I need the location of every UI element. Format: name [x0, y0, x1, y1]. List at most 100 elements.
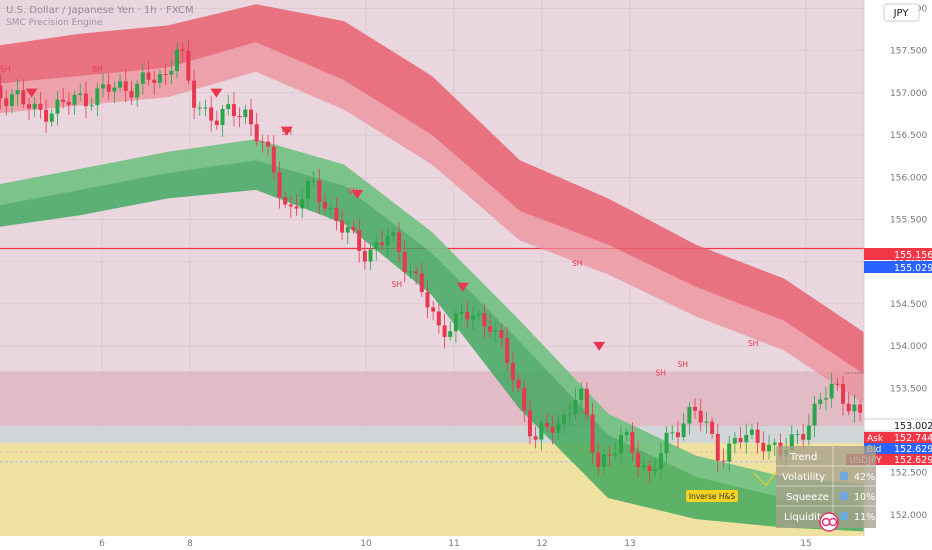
- candle-body[interactable]: [351, 227, 356, 231]
- candle-body[interactable]: [493, 330, 498, 332]
- candle-body[interactable]: [693, 406, 698, 411]
- candle-body[interactable]: [288, 204, 293, 207]
- price-tick-label[interactable]: 155.500: [890, 215, 927, 225]
- candle-body[interactable]: [533, 436, 538, 440]
- price-tick-label[interactable]: 156.000: [890, 173, 927, 183]
- candle-body[interactable]: [573, 400, 578, 414]
- candle-body[interactable]: [738, 438, 743, 443]
- candle-body[interactable]: [385, 235, 390, 246]
- candle-body[interactable]: [852, 404, 857, 412]
- candle-body[interactable]: [789, 434, 794, 450]
- price-tick-label[interactable]: 152.500: [890, 469, 927, 479]
- candle-body[interactable]: [823, 398, 828, 400]
- candle-body[interactable]: [283, 197, 288, 205]
- candle-body[interactable]: [0, 85, 3, 99]
- candle-body[interactable]: [32, 103, 37, 109]
- candle-body[interactable]: [658, 453, 663, 470]
- candle-body[interactable]: [38, 103, 43, 110]
- candle-body[interactable]: [471, 315, 476, 320]
- candle-body[interactable]: [169, 70, 174, 75]
- candle-body[interactable]: [812, 403, 817, 426]
- candle-body[interactable]: [334, 207, 339, 221]
- candle-body[interactable]: [49, 113, 54, 122]
- candle-body[interactable]: [698, 410, 703, 423]
- candle-body[interactable]: [266, 141, 271, 147]
- candle-body[interactable]: [157, 74, 162, 83]
- candle-body[interactable]: [539, 423, 544, 440]
- candle-body[interactable]: [152, 79, 157, 83]
- candle-body[interactable]: [21, 90, 26, 105]
- time-tick-label[interactable]: 13: [624, 539, 635, 549]
- candle-body[interactable]: [675, 432, 680, 438]
- candle-body[interactable]: [744, 434, 749, 443]
- candle-body[interactable]: [596, 452, 601, 468]
- candle-body[interactable]: [721, 460, 726, 462]
- candle-body[interactable]: [431, 307, 436, 312]
- candle-body[interactable]: [55, 99, 60, 114]
- candle-body[interactable]: [197, 107, 202, 109]
- candle-body[interactable]: [579, 388, 584, 401]
- candle-body[interactable]: [710, 421, 715, 434]
- candle-body[interactable]: [453, 313, 458, 332]
- candle-body[interactable]: [846, 403, 851, 412]
- candle-body[interactable]: [818, 399, 823, 404]
- candle-body[interactable]: [254, 124, 259, 142]
- candle-body[interactable]: [448, 331, 453, 337]
- candle-body[interactable]: [670, 432, 675, 434]
- candle-body[interactable]: [488, 326, 493, 332]
- candle-body[interactable]: [66, 101, 71, 105]
- candle-body[interactable]: [220, 108, 225, 125]
- candle-body[interactable]: [44, 109, 49, 122]
- candle-body[interactable]: [300, 199, 305, 209]
- candle-body[interactable]: [727, 443, 732, 462]
- candle-body[interactable]: [249, 109, 254, 125]
- candle-body[interactable]: [140, 72, 145, 84]
- candle-body[interactable]: [15, 90, 20, 95]
- candle-body[interactable]: [704, 421, 709, 423]
- candle-body[interactable]: [72, 94, 77, 105]
- candle-body[interactable]: [499, 330, 504, 339]
- candle-body[interactable]: [277, 172, 282, 198]
- candle-body[interactable]: [226, 104, 231, 109]
- time-tick-label[interactable]: 10: [360, 539, 372, 549]
- candle-body[interactable]: [317, 180, 322, 202]
- candle-body[interactable]: [732, 438, 737, 444]
- candle-body[interactable]: [362, 250, 367, 262]
- candle-body[interactable]: [340, 220, 345, 233]
- time-tick-label[interactable]: 8: [187, 539, 193, 549]
- candle-body[interactable]: [345, 227, 350, 233]
- candle-body[interactable]: [505, 338, 510, 364]
- candle-body[interactable]: [630, 431, 635, 453]
- time-tick-label[interactable]: 12: [536, 539, 547, 549]
- candle-body[interactable]: [795, 433, 800, 435]
- candle-body[interactable]: [203, 107, 208, 109]
- candle-body[interactable]: [294, 206, 299, 209]
- candle-body[interactable]: [305, 181, 310, 200]
- candle-body[interactable]: [402, 251, 407, 273]
- candle-body[interactable]: [687, 406, 692, 424]
- price-tick-label[interactable]: 156.500: [890, 131, 927, 141]
- candle-body[interactable]: [755, 429, 760, 443]
- candle-body[interactable]: [192, 80, 197, 108]
- candle-body[interactable]: [647, 465, 652, 471]
- candle-body[interactable]: [715, 433, 720, 461]
- candle-body[interactable]: [391, 232, 396, 236]
- candle-body[interactable]: [465, 311, 470, 320]
- candle-body[interactable]: [260, 141, 265, 143]
- candle-body[interactable]: [397, 232, 402, 252]
- candle-body[interactable]: [516, 379, 521, 389]
- candle-body[interactable]: [186, 50, 191, 81]
- candle-body[interactable]: [135, 83, 140, 98]
- candle-body[interactable]: [476, 313, 481, 316]
- candle-body[interactable]: [436, 311, 441, 326]
- candle-body[interactable]: [607, 454, 612, 456]
- candle-body[interactable]: [328, 207, 333, 209]
- candle-body[interactable]: [231, 104, 236, 117]
- candle-body[interactable]: [613, 453, 618, 455]
- candle-body[interactable]: [83, 93, 88, 107]
- candle-body[interactable]: [414, 271, 419, 274]
- candle-body[interactable]: [624, 431, 629, 435]
- candle-body[interactable]: [841, 383, 846, 404]
- candle-body[interactable]: [357, 230, 362, 251]
